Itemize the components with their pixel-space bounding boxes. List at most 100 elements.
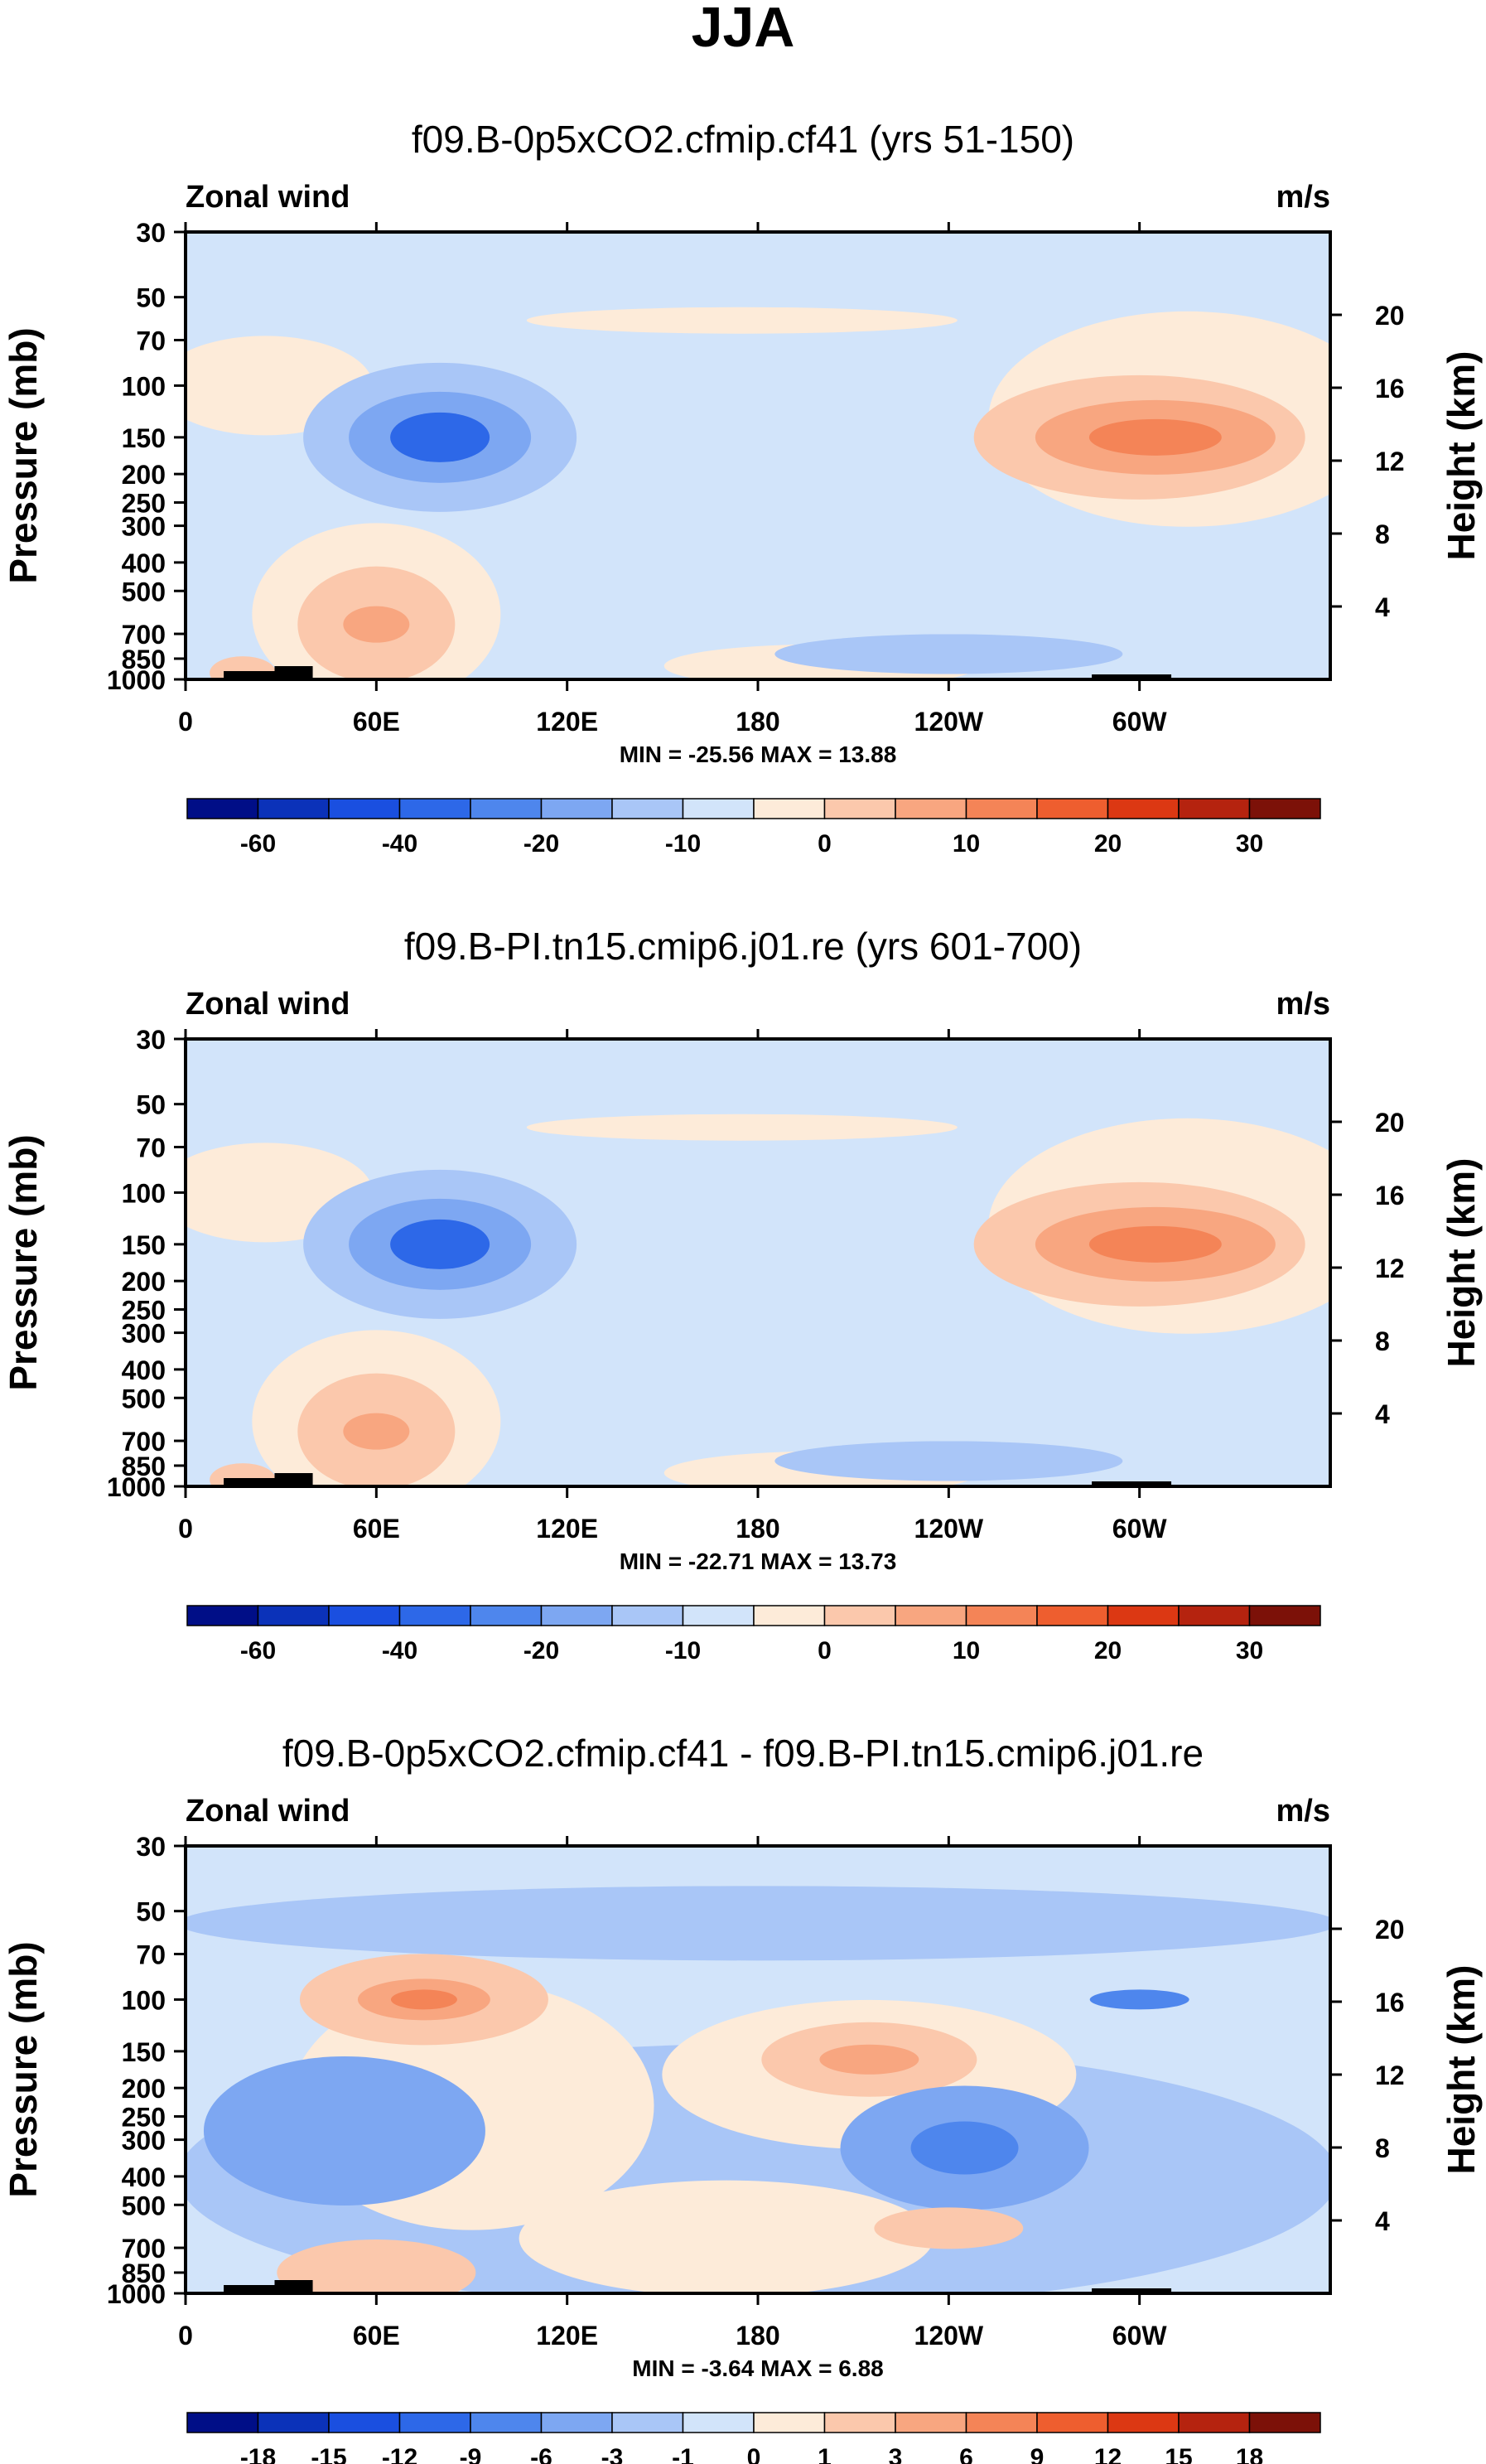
colorbar-label: -10 [665,1637,701,1664]
y-tick-label: 1000 [107,1472,166,1502]
colorbar: -18 -15 -12 -9 -6 -3 -1 0 1 3 6 9 12 15 18 [186,2412,1321,2464]
colorbar-swatch [965,1605,1038,1626]
y-tick-label: 30 [136,1025,166,1055]
topography [1092,2288,1172,2293]
colorbar-swatch [257,798,330,819]
panel-3: f09.B-0p5xCO2.cfmip.cf41 - f09.B-PI.tn15… [2,1732,1483,2464]
y-tick-label: 50 [136,1897,166,1927]
y-tick-label: 70 [136,1133,166,1162]
y-tick-label: 300 [122,512,166,542]
colorbar-label: 9 [1030,2444,1045,2464]
contour-positive [343,1413,410,1450]
y-tick-label: 200 [122,2074,166,2104]
colorbar-swatch [398,2412,471,2433]
x-tick-label: 180 [736,2321,779,2350]
x-tick-label: 120E [536,1514,598,1544]
y-tick-label: 250 [122,1296,166,1326]
colorbar-label: -60 [240,830,276,858]
colorbar-swatch [1248,1605,1321,1626]
contour-field [186,232,1330,679]
panel-title: f09.B-0p5xCO2.cfmip.cf41 (yrs 51-150) [412,118,1074,161]
contour-positive [526,1114,958,1141]
contour-positive [819,2044,919,2075]
contour-negative [390,412,490,462]
right-tick-label: 20 [1375,301,1405,331]
colorbar-label: 0 [818,1637,832,1664]
right-tick-label: 12 [1375,1254,1405,1283]
colorbar-label: -10 [665,830,701,858]
colorbar-swatch [753,2412,826,2433]
contour-negative [186,1886,1330,1961]
colorbar-swatch [257,1605,330,1626]
contour-negative [774,634,1123,674]
y-tick-label: 400 [122,2162,166,2192]
colorbar-swatch [1036,2412,1109,2433]
colorbar-label: 15 [1165,2444,1192,2464]
contour-positive [526,307,958,334]
colorbar-swatch [965,2412,1038,2433]
colorbar-label: 20 [1094,830,1122,858]
colorbar-swatch [1036,1605,1109,1626]
right-axis-title: Height (km) [1440,351,1483,561]
right-tick-label: 16 [1375,1988,1405,2017]
min-max: MIN = -25.56 MAX = 13.88 [620,742,897,767]
colorbar-label: -40 [382,830,417,858]
colorbar-swatch [186,798,259,819]
y-tick-label: 700 [122,1427,166,1457]
colorbar-label: -12 [382,2444,417,2464]
x-tick-label: 0 [178,2321,193,2350]
colorbar-label: 10 [953,1637,980,1664]
figure-title: JJA [692,0,795,59]
y-tick-label: 850 [122,2259,166,2288]
right-tick-label: 16 [1375,1181,1405,1210]
colorbar-swatch [398,1605,471,1626]
y-tick-label: 150 [122,1230,166,1260]
topography [274,2280,313,2285]
colorbar-label: -40 [382,1637,417,1664]
colorbar-swatch [611,798,684,819]
x-tick-label: 120W [914,1514,984,1544]
x-tick-label: 60W [1112,1514,1168,1544]
right-tick-label: 20 [1375,1108,1405,1138]
colorbar-swatch [753,1605,826,1626]
colorbar-label: 6 [959,2444,973,2464]
right-axis-title: Height (km) [1440,1965,1483,2175]
contour-positive [1088,1225,1222,1263]
field-label: Zonal wind [186,1794,350,1829]
field-label: Zonal wind [186,987,350,1022]
x-tick-label: 120W [914,707,984,737]
colorbar-swatch [895,2412,967,2433]
contour-positive [277,2239,476,2293]
colorbar-swatch [682,798,755,819]
y-axis-title: Pressure (mb) [2,327,45,583]
colorbar-swatch [1107,798,1180,819]
y-tick-label: 200 [122,1267,166,1297]
y-tick-label: 150 [122,423,166,453]
colorbar-label: -20 [523,830,559,858]
y-tick-label: 700 [122,2234,166,2263]
colorbar-swatch [470,1605,543,1626]
units-label: m/s [1276,987,1330,1022]
x-tick-label: 0 [178,1514,193,1544]
contour-field [186,1846,1330,2293]
y-tick-label: 70 [136,326,166,355]
x-tick-label: 120E [536,707,598,737]
contour-positive [343,606,410,643]
right-axis-title: Height (km) [1440,1158,1483,1368]
right-tick-label: 4 [1375,1399,1390,1429]
panel-1: f09.B-0p5xCO2.cfmip.cf41 (yrs 51-150) Zon… [2,118,1483,858]
colorbar-swatch [1107,2412,1180,2433]
colorbar-swatch [186,1605,259,1626]
colorbar-label: 18 [1236,2444,1263,2464]
colorbar-label: 10 [953,830,980,858]
contour-positive [1088,418,1222,456]
colorbar-label: 0 [818,830,832,858]
y-tick-label: 50 [136,283,166,313]
topography [274,1473,313,1478]
colorbar-label: -3 [601,2444,624,2464]
contour-negative [390,1219,490,1269]
colorbar-label: -9 [460,2444,482,2464]
panel-title: f09.B-PI.tn15.cmip6.j01.re (yrs 601-700) [404,925,1082,968]
colorbar-label: 30 [1236,1637,1263,1664]
x-tick-label: 60E [353,707,400,737]
